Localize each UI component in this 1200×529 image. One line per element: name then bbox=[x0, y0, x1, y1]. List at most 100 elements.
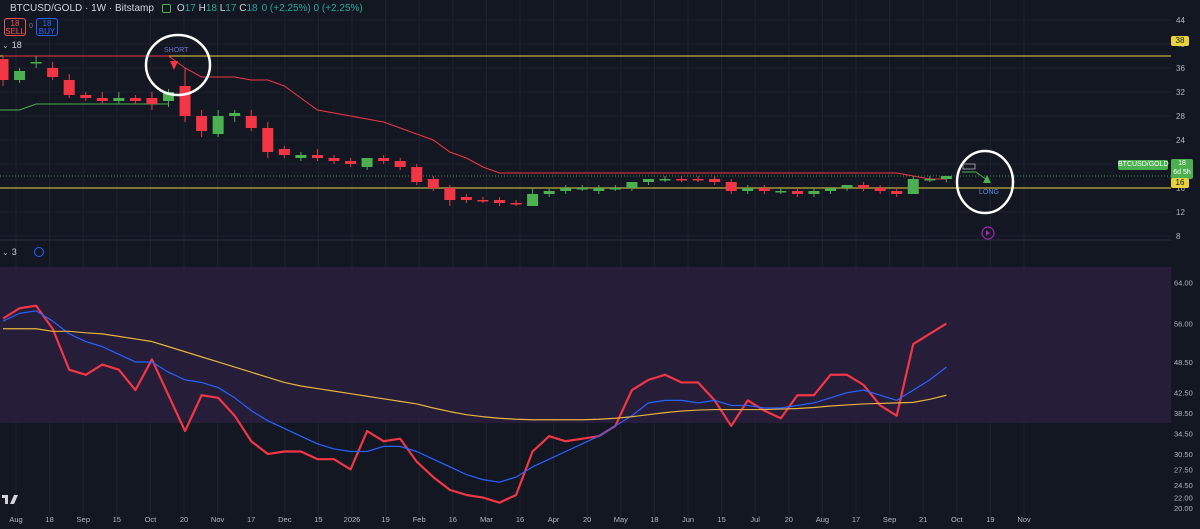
candle-body bbox=[758, 188, 770, 191]
price-tag-value: 18 bbox=[1178, 160, 1186, 167]
candle[interactable] bbox=[494, 197, 505, 206]
time-tick: Jun bbox=[682, 515, 694, 524]
spread-value: 0 bbox=[29, 23, 33, 30]
low-value: 17 bbox=[225, 2, 237, 14]
sell-button[interactable]: 18 SELL bbox=[4, 18, 26, 36]
candle[interactable] bbox=[163, 89, 174, 107]
candle[interactable] bbox=[791, 188, 803, 197]
indicator-settings-icon[interactable] bbox=[33, 247, 44, 257]
candle-body bbox=[560, 188, 572, 191]
rsi-long-ma-line[interactable] bbox=[3, 328, 947, 421]
candle[interactable] bbox=[0, 56, 9, 86]
candle[interactable] bbox=[113, 92, 125, 104]
candle[interactable] bbox=[543, 188, 555, 197]
candle[interactable] bbox=[841, 185, 853, 191]
candle[interactable] bbox=[96, 92, 108, 104]
candle[interactable] bbox=[709, 176, 721, 185]
short-circle-drawing[interactable] bbox=[144, 33, 212, 97]
candle-body bbox=[96, 98, 108, 101]
replay-icon[interactable] bbox=[981, 226, 995, 240]
long-circle-drawing[interactable] bbox=[955, 149, 1015, 215]
candle[interactable] bbox=[80, 92, 92, 101]
close-value: 18 bbox=[246, 2, 258, 14]
candle[interactable] bbox=[758, 185, 770, 194]
candle[interactable] bbox=[212, 110, 224, 137]
candle-body bbox=[709, 179, 721, 182]
candle[interactable] bbox=[229, 110, 241, 122]
candle[interactable] bbox=[394, 158, 406, 170]
candle[interactable] bbox=[609, 185, 621, 191]
candle[interactable] bbox=[825, 188, 836, 194]
candle[interactable] bbox=[775, 188, 787, 194]
candle[interactable] bbox=[245, 110, 257, 131]
long-arrow-icon bbox=[983, 175, 991, 183]
rsi-ma-line[interactable] bbox=[2, 310, 947, 483]
candle[interactable] bbox=[676, 176, 688, 182]
candle[interactable] bbox=[295, 152, 307, 161]
candle[interactable] bbox=[328, 155, 340, 164]
candle[interactable] bbox=[642, 179, 654, 185]
candle[interactable] bbox=[742, 185, 754, 194]
main-indicator-row[interactable]: ⌄ 18 bbox=[2, 40, 22, 50]
candle-body bbox=[146, 98, 158, 104]
time-tick: 19 bbox=[986, 515, 994, 524]
candle-body bbox=[411, 167, 423, 182]
time-axis: Aug 18 Sep 15 Oct 20 Nov 17 Dec 15 2026 19 Feb 16 Mar 1… bbox=[9, 515, 1031, 524]
candle[interactable] bbox=[808, 188, 820, 197]
candle[interactable] bbox=[907, 176, 919, 194]
candle-body bbox=[460, 197, 472, 200]
candle[interactable] bbox=[477, 197, 489, 203]
candle[interactable] bbox=[361, 158, 373, 170]
candle[interactable] bbox=[593, 185, 605, 194]
symbol-title[interactable]: BTCUSD/GOLD · 1W · Bitstamp bbox=[10, 2, 154, 14]
candle[interactable] bbox=[196, 110, 208, 137]
candle-body bbox=[328, 158, 340, 161]
candle[interactable] bbox=[444, 185, 456, 206]
chevron-down-icon[interactable]: ⌄ bbox=[2, 40, 9, 50]
candle[interactable] bbox=[262, 122, 274, 158]
candle[interactable] bbox=[725, 179, 737, 194]
open-label: O bbox=[176, 2, 185, 14]
candle[interactable] bbox=[30, 56, 42, 68]
candle[interactable] bbox=[626, 182, 638, 191]
candle[interactable] bbox=[527, 188, 539, 206]
candle[interactable] bbox=[411, 164, 423, 185]
time-tick: Aug bbox=[9, 515, 22, 524]
chevron-down-icon[interactable]: ⌄ bbox=[2, 247, 9, 257]
candle[interactable] bbox=[47, 62, 59, 80]
buy-button[interactable]: 18 BUY bbox=[36, 18, 58, 36]
candle[interactable] bbox=[692, 176, 704, 182]
candle-body bbox=[179, 86, 191, 116]
candle[interactable] bbox=[891, 188, 903, 197]
candle[interactable] bbox=[460, 194, 472, 203]
candle[interactable] bbox=[146, 92, 158, 110]
short-arrow-icon bbox=[170, 61, 178, 70]
oscillator-axis: 64.00 56.00 48.50 42.50 38.50 34.50 30.50 27.50… bbox=[1174, 279, 1193, 513]
candle[interactable] bbox=[378, 155, 390, 164]
chart-grid bbox=[0, 0, 1171, 521]
time-tick: 17 bbox=[247, 515, 255, 524]
sub-indicator-row[interactable]: ⌄ 3 bbox=[2, 247, 44, 257]
candle[interactable] bbox=[874, 185, 886, 194]
candle[interactable] bbox=[659, 176, 671, 182]
candle[interactable] bbox=[924, 176, 936, 182]
candle-body bbox=[394, 161, 406, 167]
candle[interactable] bbox=[311, 149, 323, 161]
candle[interactable] bbox=[427, 176, 439, 191]
candle-body bbox=[825, 188, 836, 191]
candle[interactable] bbox=[63, 74, 75, 98]
candle[interactable] bbox=[560, 185, 572, 194]
candle[interactable] bbox=[278, 146, 290, 158]
candle[interactable] bbox=[858, 182, 870, 191]
candle[interactable] bbox=[510, 200, 522, 206]
candle[interactable] bbox=[940, 176, 952, 182]
time-tick: 15 bbox=[113, 515, 121, 524]
candle[interactable] bbox=[129, 95, 141, 104]
trailing-stop-line[interactable] bbox=[3, 55, 947, 180]
candle[interactable] bbox=[14, 68, 26, 83]
candle-body bbox=[642, 179, 654, 182]
candle[interactable] bbox=[345, 158, 357, 167]
candle[interactable] bbox=[576, 185, 588, 191]
support-line[interactable] bbox=[0, 103, 169, 111]
